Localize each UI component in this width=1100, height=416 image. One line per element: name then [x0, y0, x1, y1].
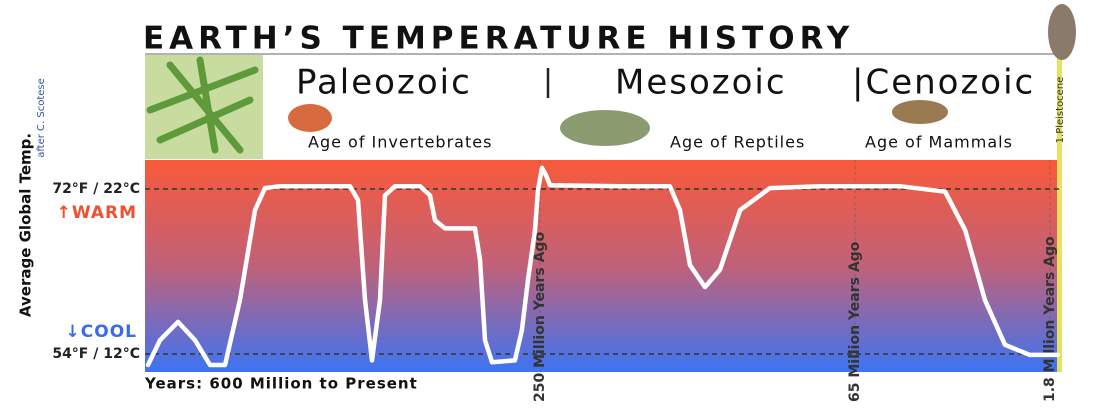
triceratops-image	[560, 110, 650, 146]
x-tick-label: 250 Million Years Ago	[532, 232, 548, 402]
pleistocene-strip	[1057, 55, 1062, 372]
cool-label: ↓COOL	[66, 322, 137, 342]
era-name: Mesozoic	[615, 63, 787, 103]
credit: after C. Scotese	[36, 78, 47, 158]
era-subtitle: Age of Mammals	[865, 133, 1013, 152]
algae-strands	[146, 56, 259, 154]
x-axis-label: Years: 600 Million to Present	[144, 375, 418, 393]
chart-title: EARTH’S TEMPERATURE HISTORY	[143, 21, 854, 57]
temperature-line	[145, 165, 1061, 368]
era-name: |Cenozoic	[852, 63, 1035, 103]
y-axis-label: Average Global Temp.	[17, 133, 35, 317]
y-tick-label: 54°F / 12°C	[52, 346, 140, 362]
trilobite-image	[288, 104, 332, 132]
human-image	[1048, 4, 1076, 60]
mammal-image	[892, 100, 948, 124]
x-tick-label: 65 Million Years Ago	[847, 241, 863, 402]
warm-label: ↑WARM	[57, 203, 137, 223]
pleistocene-label: 1.Pleistocene	[1055, 77, 1066, 144]
x-tick-label: 1.8 Million Years Ago	[1042, 236, 1058, 402]
era-subtitle: Age of Invertebrates	[308, 133, 492, 152]
era-subtitle: Age of Reptiles	[670, 133, 805, 152]
y-tick-label: 72°F / 22°C	[52, 181, 140, 197]
plot-background	[145, 160, 1062, 372]
era-name: Paleozoic	[296, 63, 472, 103]
